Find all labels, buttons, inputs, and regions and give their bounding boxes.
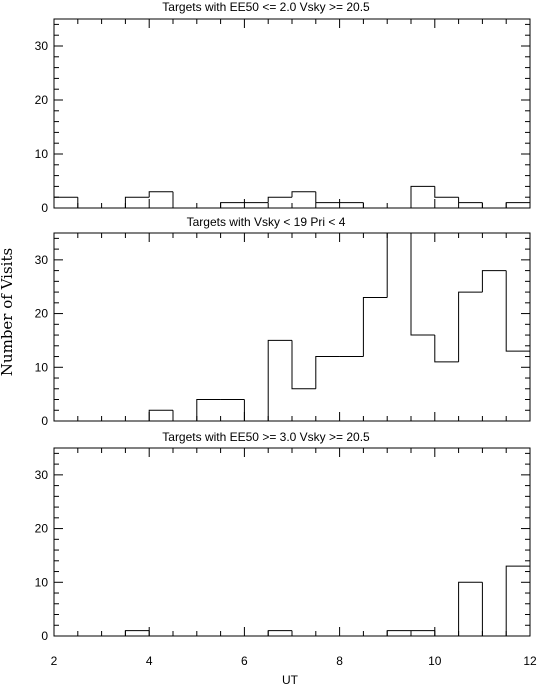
panel-2: Targets with Vsky < 19 Pri < 4 0 10 20 30 bbox=[35, 215, 531, 428]
histogram-bin bbox=[267, 630, 292, 636]
panel-title: Targets with EE50 <= 2.0 Vsky >= 20.5 bbox=[162, 0, 370, 14]
histogram-bin bbox=[148, 409, 173, 421]
x-tick-label: 10 bbox=[428, 654, 442, 668]
x-axis-label: UT bbox=[282, 673, 299, 687]
histogram-bin bbox=[220, 202, 245, 208]
histogram-bin bbox=[291, 191, 316, 198]
histogram-bin bbox=[196, 399, 221, 421]
histogram-bin bbox=[291, 630, 316, 637]
y-tick-label: 10 bbox=[35, 575, 49, 589]
histogram-bin bbox=[77, 197, 102, 209]
y-tick-label: 10 bbox=[35, 360, 49, 374]
x-tick-label: 6 bbox=[241, 654, 248, 668]
histogram-bin bbox=[172, 410, 197, 422]
histogram-bin bbox=[148, 630, 173, 637]
histogram-panels: Targets with EE50 <= 2.0 Vsky >= 20.5 0 10… bbox=[35, 0, 537, 668]
histogram-bin bbox=[267, 339, 292, 421]
plot-frame bbox=[53, 18, 531, 209]
histogram-bin bbox=[505, 270, 530, 352]
histogram-bin bbox=[315, 356, 340, 389]
histogram-bin bbox=[53, 196, 78, 208]
histogram-bin bbox=[386, 630, 411, 636]
histogram-bin bbox=[172, 191, 197, 209]
histogram-bin bbox=[458, 581, 483, 636]
panel-1: Targets with EE50 <= 2.0 Vsky >= 20.5 0 10… bbox=[35, 0, 531, 215]
histogram-bin bbox=[481, 202, 507, 209]
panel-title: Targets with EE50 >= 3.0 Vsky >= 20.5 bbox=[162, 430, 370, 444]
x-tick-label: 4 bbox=[146, 654, 153, 668]
histogram-bin bbox=[362, 202, 388, 209]
histogram-bin bbox=[315, 191, 340, 204]
y-tick-label: 0 bbox=[41, 201, 48, 215]
histogram-bin bbox=[458, 197, 483, 204]
histogram-bin bbox=[148, 191, 173, 198]
histogram-bin bbox=[410, 233, 435, 336]
histogram-bin bbox=[243, 399, 269, 422]
y-tick-label: 30 bbox=[35, 468, 49, 482]
y-tick-label: 30 bbox=[35, 253, 49, 267]
panel-3: Targets with EE50 >= 3.0 Vsky >= 20.5 0 10… bbox=[35, 430, 537, 668]
x-tick-label: 2 bbox=[51, 654, 58, 668]
histogram-bin bbox=[362, 296, 388, 357]
histogram-bin bbox=[505, 565, 530, 636]
y-tick-label: 0 bbox=[41, 414, 48, 428]
histogram-bin bbox=[410, 185, 435, 208]
x-tick-label: 12 bbox=[523, 654, 537, 668]
histogram-bin bbox=[386, 232, 411, 298]
histogram-bin bbox=[434, 335, 459, 363]
y-tick-label: 30 bbox=[35, 39, 49, 53]
y-tick-label: 20 bbox=[35, 522, 49, 536]
y-tick-label: 20 bbox=[35, 307, 49, 321]
histogram-bin bbox=[458, 291, 483, 362]
histogram-bin bbox=[481, 270, 507, 293]
histogram-bin bbox=[434, 186, 459, 198]
histogram-bin bbox=[434, 630, 459, 637]
y-tick-label: 10 bbox=[35, 147, 49, 161]
y-axis-label: Number of Visits bbox=[0, 248, 16, 376]
histogram-bin bbox=[291, 340, 316, 390]
histogram-bin bbox=[505, 202, 530, 208]
x-tick-label: 8 bbox=[336, 654, 343, 668]
histogram-bin bbox=[267, 196, 292, 203]
panel-title: Targets with Vsky < 19 Pri < 4 bbox=[187, 215, 346, 229]
y-tick-label: 20 bbox=[35, 93, 49, 107]
histogram-bin bbox=[124, 630, 150, 636]
histogram-bin bbox=[124, 196, 150, 208]
histogram-bin bbox=[481, 582, 507, 637]
y-tick-label: 0 bbox=[41, 629, 48, 643]
